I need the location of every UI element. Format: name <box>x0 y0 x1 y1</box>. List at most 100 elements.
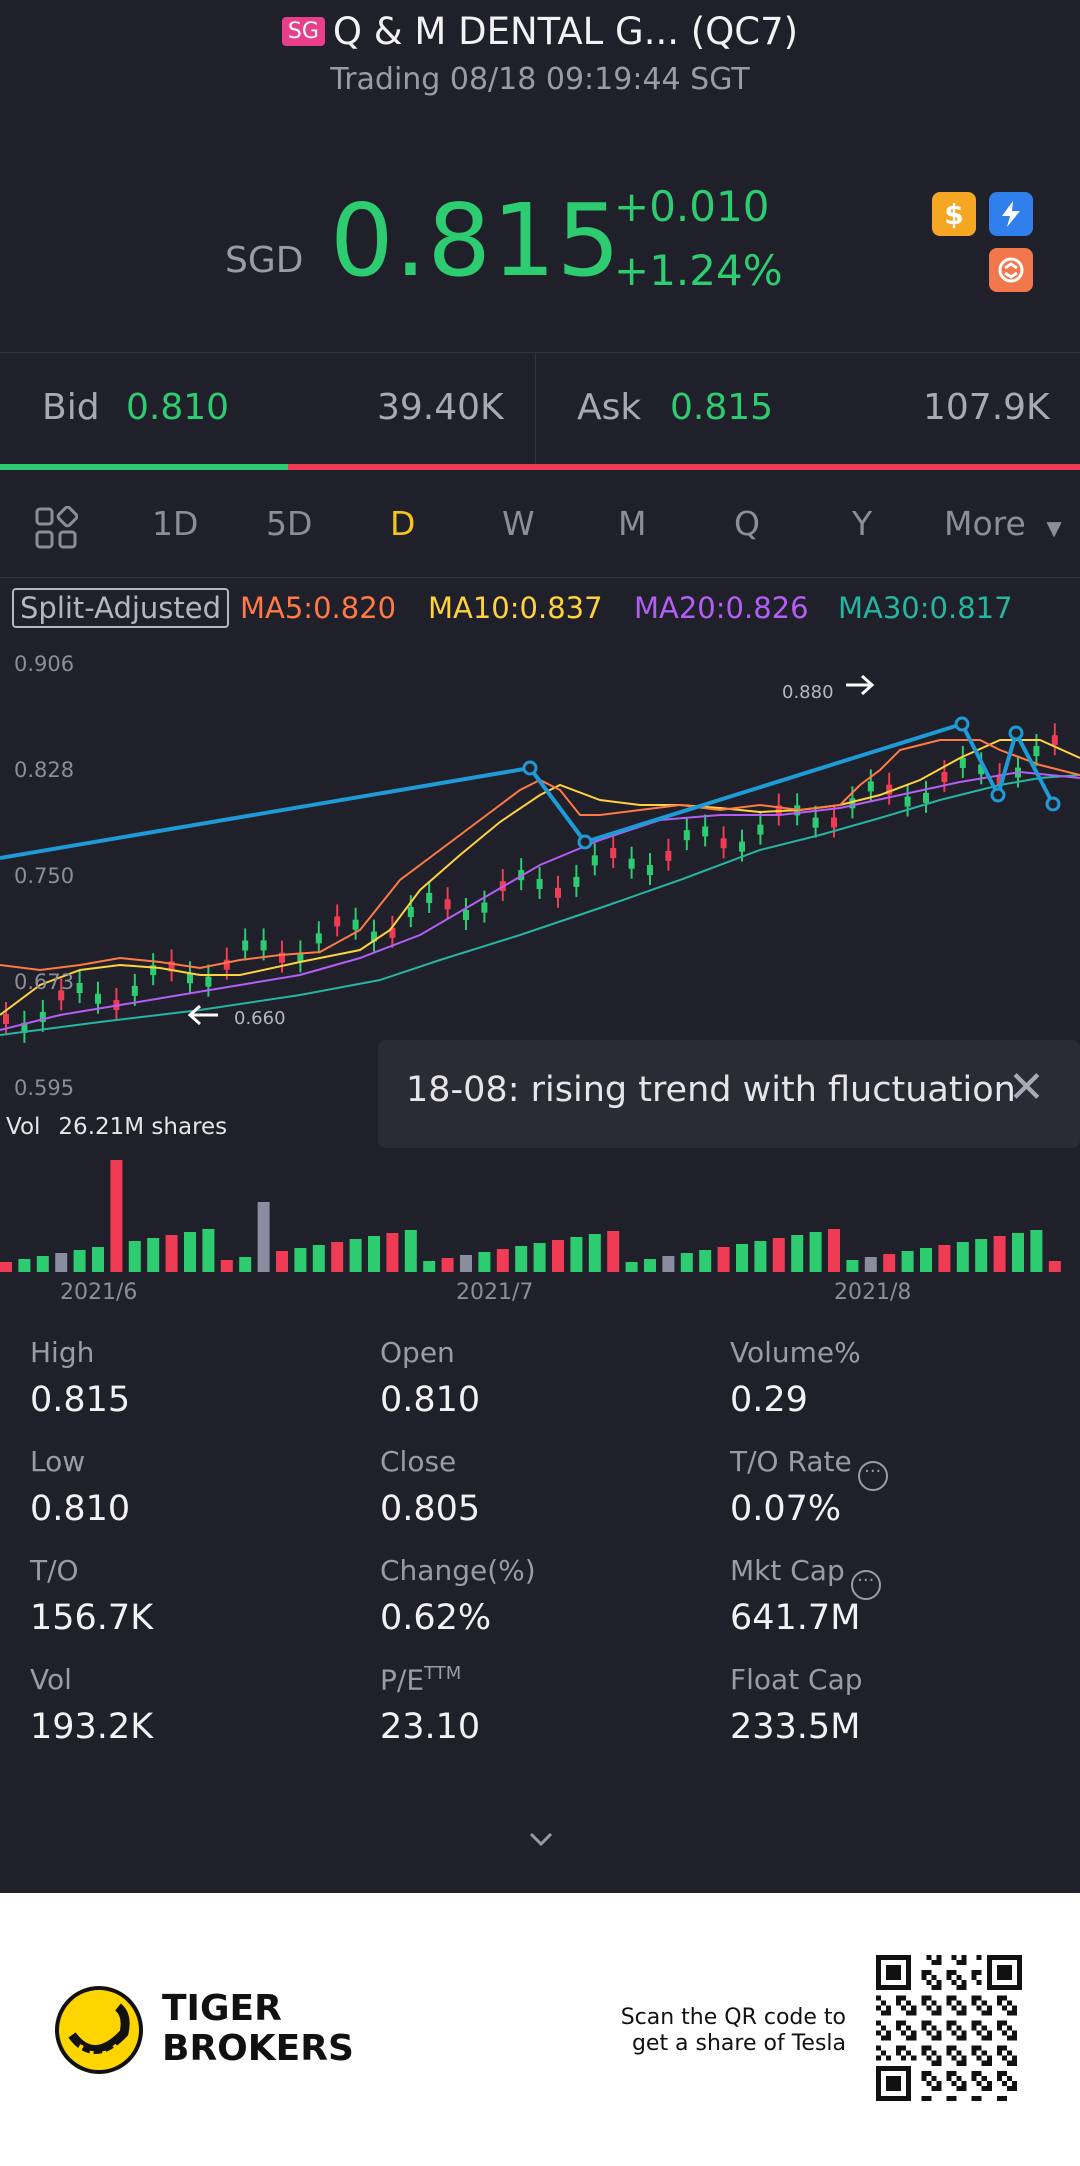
brand-line-1: TIGER <box>162 1988 282 2029</box>
tab-q[interactable]: Q <box>734 504 760 543</box>
volume-percent-label: Volume% <box>730 1336 861 1369</box>
bid-ratio-bar <box>0 464 288 470</box>
volume-bar <box>423 1261 436 1272</box>
candle-body <box>260 940 267 951</box>
tab-d[interactable]: D <box>390 504 416 543</box>
candle-body <box>665 850 672 861</box>
stock-title: Q & M DENTAL G... (QC7) <box>332 10 799 53</box>
volume-bar <box>552 1240 564 1272</box>
high-value: 0.815 <box>30 1380 131 1420</box>
brand-name: TIGER BROKERS <box>162 1989 354 2069</box>
volume-bar <box>257 1202 270 1272</box>
dollar-icon[interactable]: $ <box>932 192 976 236</box>
volume-value: 26.21M shares <box>58 1114 228 1140</box>
volume-bar <box>717 1247 730 1272</box>
price-change-percent: +1.24% <box>614 246 783 295</box>
trend-line-2 <box>528 721 1055 845</box>
turnover-value: 156.7K <box>30 1598 154 1638</box>
volume-bar <box>901 1251 914 1272</box>
candle-body <box>923 792 929 803</box>
vol-label: Vol <box>30 1663 72 1696</box>
market-cap-text: Mkt Cap <box>730 1554 845 1587</box>
split-adjusted-toggle[interactable]: Split-Adjusted <box>12 588 230 628</box>
volume-bar <box>570 1237 583 1272</box>
date-tick-2: 2021/7 <box>456 1280 534 1305</box>
volume-bar <box>754 1241 767 1272</box>
volume-bar <box>607 1231 620 1272</box>
candle-body <box>389 927 396 938</box>
kline-chart[interactable]: 0.906 0.828 0.750 0.673 0.595 0.880 0.66… <box>0 640 1080 1280</box>
trading-status: Trading 08/18 09:19:44 SGT <box>330 62 750 97</box>
candle-body <box>352 919 359 930</box>
open-label: Open <box>380 1336 455 1369</box>
candle-body <box>628 858 635 869</box>
ask-label: Ask <box>577 387 642 428</box>
candle-body <box>95 993 101 1004</box>
candle-body <box>168 961 175 972</box>
brand-line-2: BROKERS <box>162 2028 354 2069</box>
market-cap-label: Mkt Cap ··· <box>730 1554 881 1600</box>
tab-w[interactable]: W <box>502 504 535 543</box>
volume-bar <box>165 1235 178 1272</box>
tab-more[interactable]: More ▼ <box>944 504 1062 543</box>
close-icon[interactable]: ✕ <box>1008 1062 1045 1113</box>
ma20-line <box>0 770 1080 1031</box>
tab-5d[interactable]: 5D <box>266 504 313 543</box>
ask-ratio-bar <box>288 464 1080 470</box>
candle-body <box>904 796 911 807</box>
candle-body <box>463 909 469 920</box>
close-value: 0.805 <box>380 1489 481 1529</box>
tab-m[interactable]: M <box>618 504 647 543</box>
low-arrow-icon <box>187 1004 218 1026</box>
page-title: SG Q & M DENTAL G... (QC7) <box>0 10 1080 53</box>
candle-body <box>757 824 764 835</box>
candle-body <box>591 855 598 866</box>
candle-body <box>39 1011 46 1022</box>
candle-body <box>426 892 433 903</box>
candle-body <box>3 1014 9 1024</box>
tab-y[interactable]: Y <box>852 504 873 543</box>
price-change: +0.010 <box>614 182 770 231</box>
date-tick-1: 2021/6 <box>60 1280 138 1305</box>
candle-body <box>941 772 948 783</box>
volume-group <box>0 1160 1061 1272</box>
candle-body <box>812 817 819 828</box>
ma5-label: MA5:0.820 <box>240 591 397 625</box>
flash-icon[interactable] <box>989 192 1033 236</box>
more-info-icon[interactable]: ··· <box>850 1570 881 1600</box>
candle-body <box>536 879 543 890</box>
candle-body <box>1051 735 1058 746</box>
candle-body <box>702 826 709 837</box>
volume-bar <box>791 1235 804 1272</box>
pattern-tooltip[interactable]: 18-08: rising trend with fluctuation ✕ <box>378 1040 1080 1148</box>
price-tick-2: 0.828 <box>14 758 75 782</box>
grid-icon[interactable] <box>34 506 78 550</box>
candle-body <box>849 798 856 809</box>
candle-body <box>555 887 561 898</box>
candle-body <box>481 902 488 913</box>
market-badge: SG <box>281 17 325 46</box>
ask-price: 0.815 <box>670 387 774 428</box>
pe-value: 23.10 <box>380 1707 481 1747</box>
bid-ask-divider <box>535 353 536 469</box>
volume-bar <box>92 1247 104 1272</box>
chevron-down-icon[interactable] <box>528 1826 554 1852</box>
candle-body <box>1033 746 1040 757</box>
candle-body <box>315 933 322 944</box>
volume-bar <box>312 1245 325 1272</box>
swap-icon[interactable] <box>989 248 1033 292</box>
volume-bar <box>239 1257 252 1272</box>
ma20-label: MA20:0.826 <box>634 591 809 625</box>
turnover-label: T/O <box>30 1554 79 1587</box>
candle-body <box>223 959 230 970</box>
volume-bar <box>220 1260 233 1272</box>
price-tick-5: 0.595 <box>14 1076 75 1100</box>
ma5-line <box>0 739 1080 972</box>
candle-body <box>76 983 83 994</box>
pe-superscript: TTM <box>424 1663 462 1684</box>
more-info-icon[interactable]: ··· <box>857 1461 888 1491</box>
period-tabs: 1D 5D D W M Q Y More ▼ <box>0 470 1080 578</box>
tab-1d[interactable]: 1D <box>152 504 199 543</box>
candle-body <box>683 830 690 841</box>
low-value: 0.810 <box>30 1489 131 1529</box>
